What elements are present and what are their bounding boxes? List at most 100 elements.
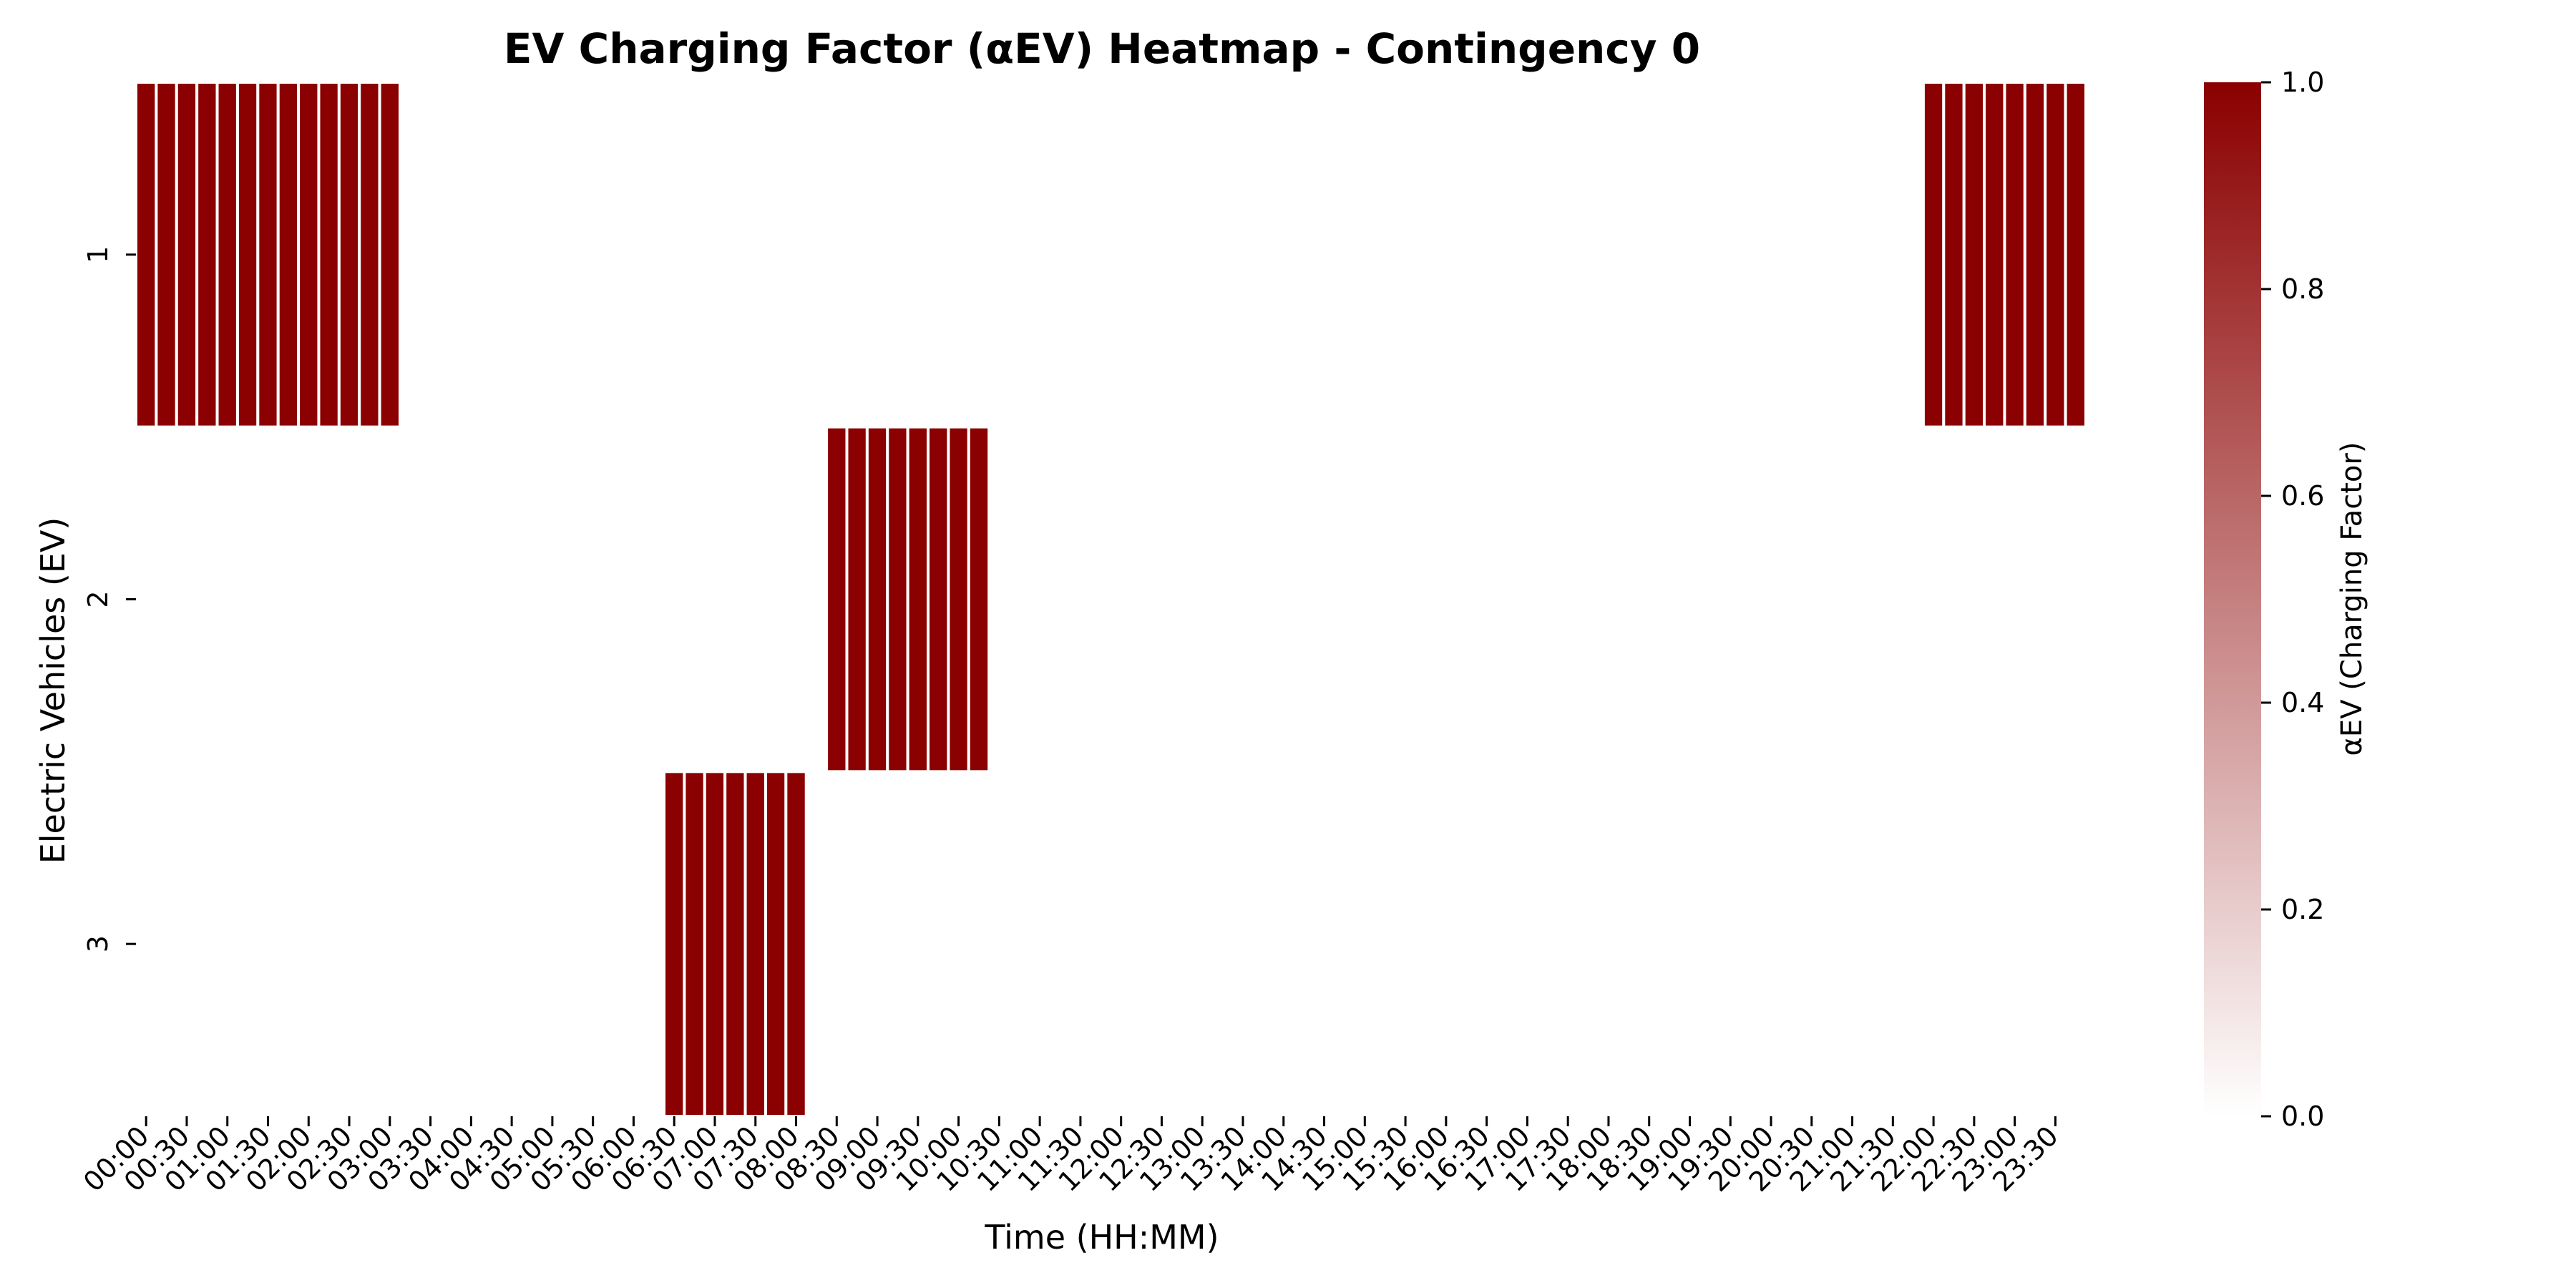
heatmap-cell [1212, 771, 1233, 1116]
heatmap-cell [1781, 426, 1802, 772]
heatmap-cell [1009, 771, 1030, 1116]
heatmap-cell [968, 771, 990, 1116]
heatmap-cell [237, 426, 258, 772]
heatmap-cell [2064, 81, 2087, 429]
heatmap-cell [1415, 771, 1436, 1116]
heatmap-cell [1314, 426, 1335, 772]
heatmap-cell [948, 771, 969, 1116]
heatmap-cell [2024, 771, 2046, 1116]
heatmap-cell [1720, 82, 1741, 427]
heatmap-cell [704, 426, 726, 772]
heatmap-cell [440, 426, 462, 772]
heatmap-cell [989, 82, 1010, 427]
heatmap-cell [135, 81, 158, 429]
heatmap-cell [1232, 82, 1254, 427]
colorbar-tick-label: 0.8 [2281, 273, 2324, 305]
heatmap-cell [745, 82, 766, 427]
heatmap-cell [1496, 426, 1518, 772]
heatmap-cell [461, 82, 482, 427]
heatmap-cell [1537, 82, 1558, 427]
heatmap-cell [1050, 771, 1070, 1116]
heatmap-cell [968, 82, 990, 427]
heatmap-cell [1883, 82, 1903, 427]
heatmap-cell [1192, 771, 1213, 1116]
heatmap-cell [582, 426, 603, 772]
heatmap-cell [867, 82, 888, 427]
heatmap-cell [1273, 82, 1294, 427]
heatmap-cell [1720, 771, 1741, 1116]
heatmap-cell [136, 426, 157, 772]
heatmap-cell [825, 425, 849, 774]
heatmap-cell [725, 426, 746, 772]
heatmap-cell [1151, 426, 1172, 772]
heatmap-cell [1171, 82, 1193, 427]
heatmap-cell [1131, 426, 1152, 772]
heatmap-cell [928, 771, 949, 1116]
heatmap-cell [1537, 426, 1558, 772]
heatmap-cell [215, 81, 239, 429]
heatmap-cell [1070, 771, 1091, 1116]
heatmap-cell [1821, 771, 1843, 1116]
heatmap-cell [1091, 82, 1111, 427]
heatmap-cell [1923, 771, 1944, 1116]
heatmap-cell [643, 771, 665, 1116]
heatmap-cell [1842, 771, 1863, 1116]
heatmap-cell [2003, 81, 2026, 429]
heatmap-cell [1760, 426, 1782, 772]
heatmap-cell [237, 771, 258, 1116]
heatmap-cell [1963, 426, 1985, 772]
heatmap-cell [359, 426, 380, 772]
heatmap-cell [582, 771, 603, 1116]
heatmap-cell [1456, 82, 1477, 427]
heatmap-cell [1619, 771, 1639, 1116]
heatmap-cell [1699, 82, 1721, 427]
heatmap-cell [927, 425, 950, 774]
heatmap-cell [317, 81, 341, 429]
heatmap-cell [136, 771, 157, 1116]
heatmap-cell [1293, 771, 1314, 1116]
heatmap-cell [1375, 771, 1395, 1116]
heatmap-cell [1943, 426, 1964, 772]
heatmap-cell [1679, 771, 1700, 1116]
heatmap-cell [1598, 771, 1619, 1116]
heatmap-cell [562, 82, 583, 427]
heatmap-cell [338, 771, 360, 1116]
heatmap-cell [743, 770, 767, 1118]
heatmap-cell [1334, 82, 1355, 427]
heatmap-cell [684, 82, 705, 427]
heatmap-cell [989, 771, 1010, 1116]
heatmap-cell [1131, 82, 1152, 427]
heatmap-cell [1984, 771, 2005, 1116]
heatmap-cell [1232, 771, 1254, 1116]
heatmap-cell [338, 426, 360, 772]
heatmap-cell [1639, 82, 1659, 427]
heatmap-cell [1029, 771, 1050, 1116]
heatmap-cell [1171, 771, 1193, 1116]
heatmap-cell [1395, 82, 1416, 427]
heatmap-cell [826, 771, 847, 1116]
heatmap-cell [235, 81, 260, 429]
heatmap-cell [684, 426, 705, 772]
y-axis-label: Electric Vehicles (EV) [34, 517, 72, 864]
heatmap-cell [1923, 426, 1944, 772]
heatmap-cell [1192, 426, 1213, 772]
heatmap-cell [1415, 426, 1436, 772]
heatmap-cell [1537, 771, 1558, 1116]
y-tick-label: 1 [82, 246, 114, 263]
heatmap-cell [1903, 82, 1923, 427]
heatmap-cell [1171, 426, 1193, 772]
heatmap-cell [1983, 81, 2006, 429]
heatmap-cell [1842, 82, 1863, 427]
heatmap-cell [1781, 771, 1802, 1116]
heatmap-cell [481, 771, 502, 1116]
heatmap-cell [2065, 771, 2086, 1116]
heatmap-cell [297, 81, 321, 429]
heatmap-cell [1962, 81, 1986, 429]
heatmap-cell [155, 81, 178, 429]
heatmap-cell [1903, 426, 1923, 772]
heatmap-cell [400, 426, 421, 772]
heatmap-cell [806, 426, 827, 772]
heatmap-cell [887, 771, 908, 1116]
heatmap-cell [440, 771, 462, 1116]
heatmap-cell [501, 771, 522, 1116]
